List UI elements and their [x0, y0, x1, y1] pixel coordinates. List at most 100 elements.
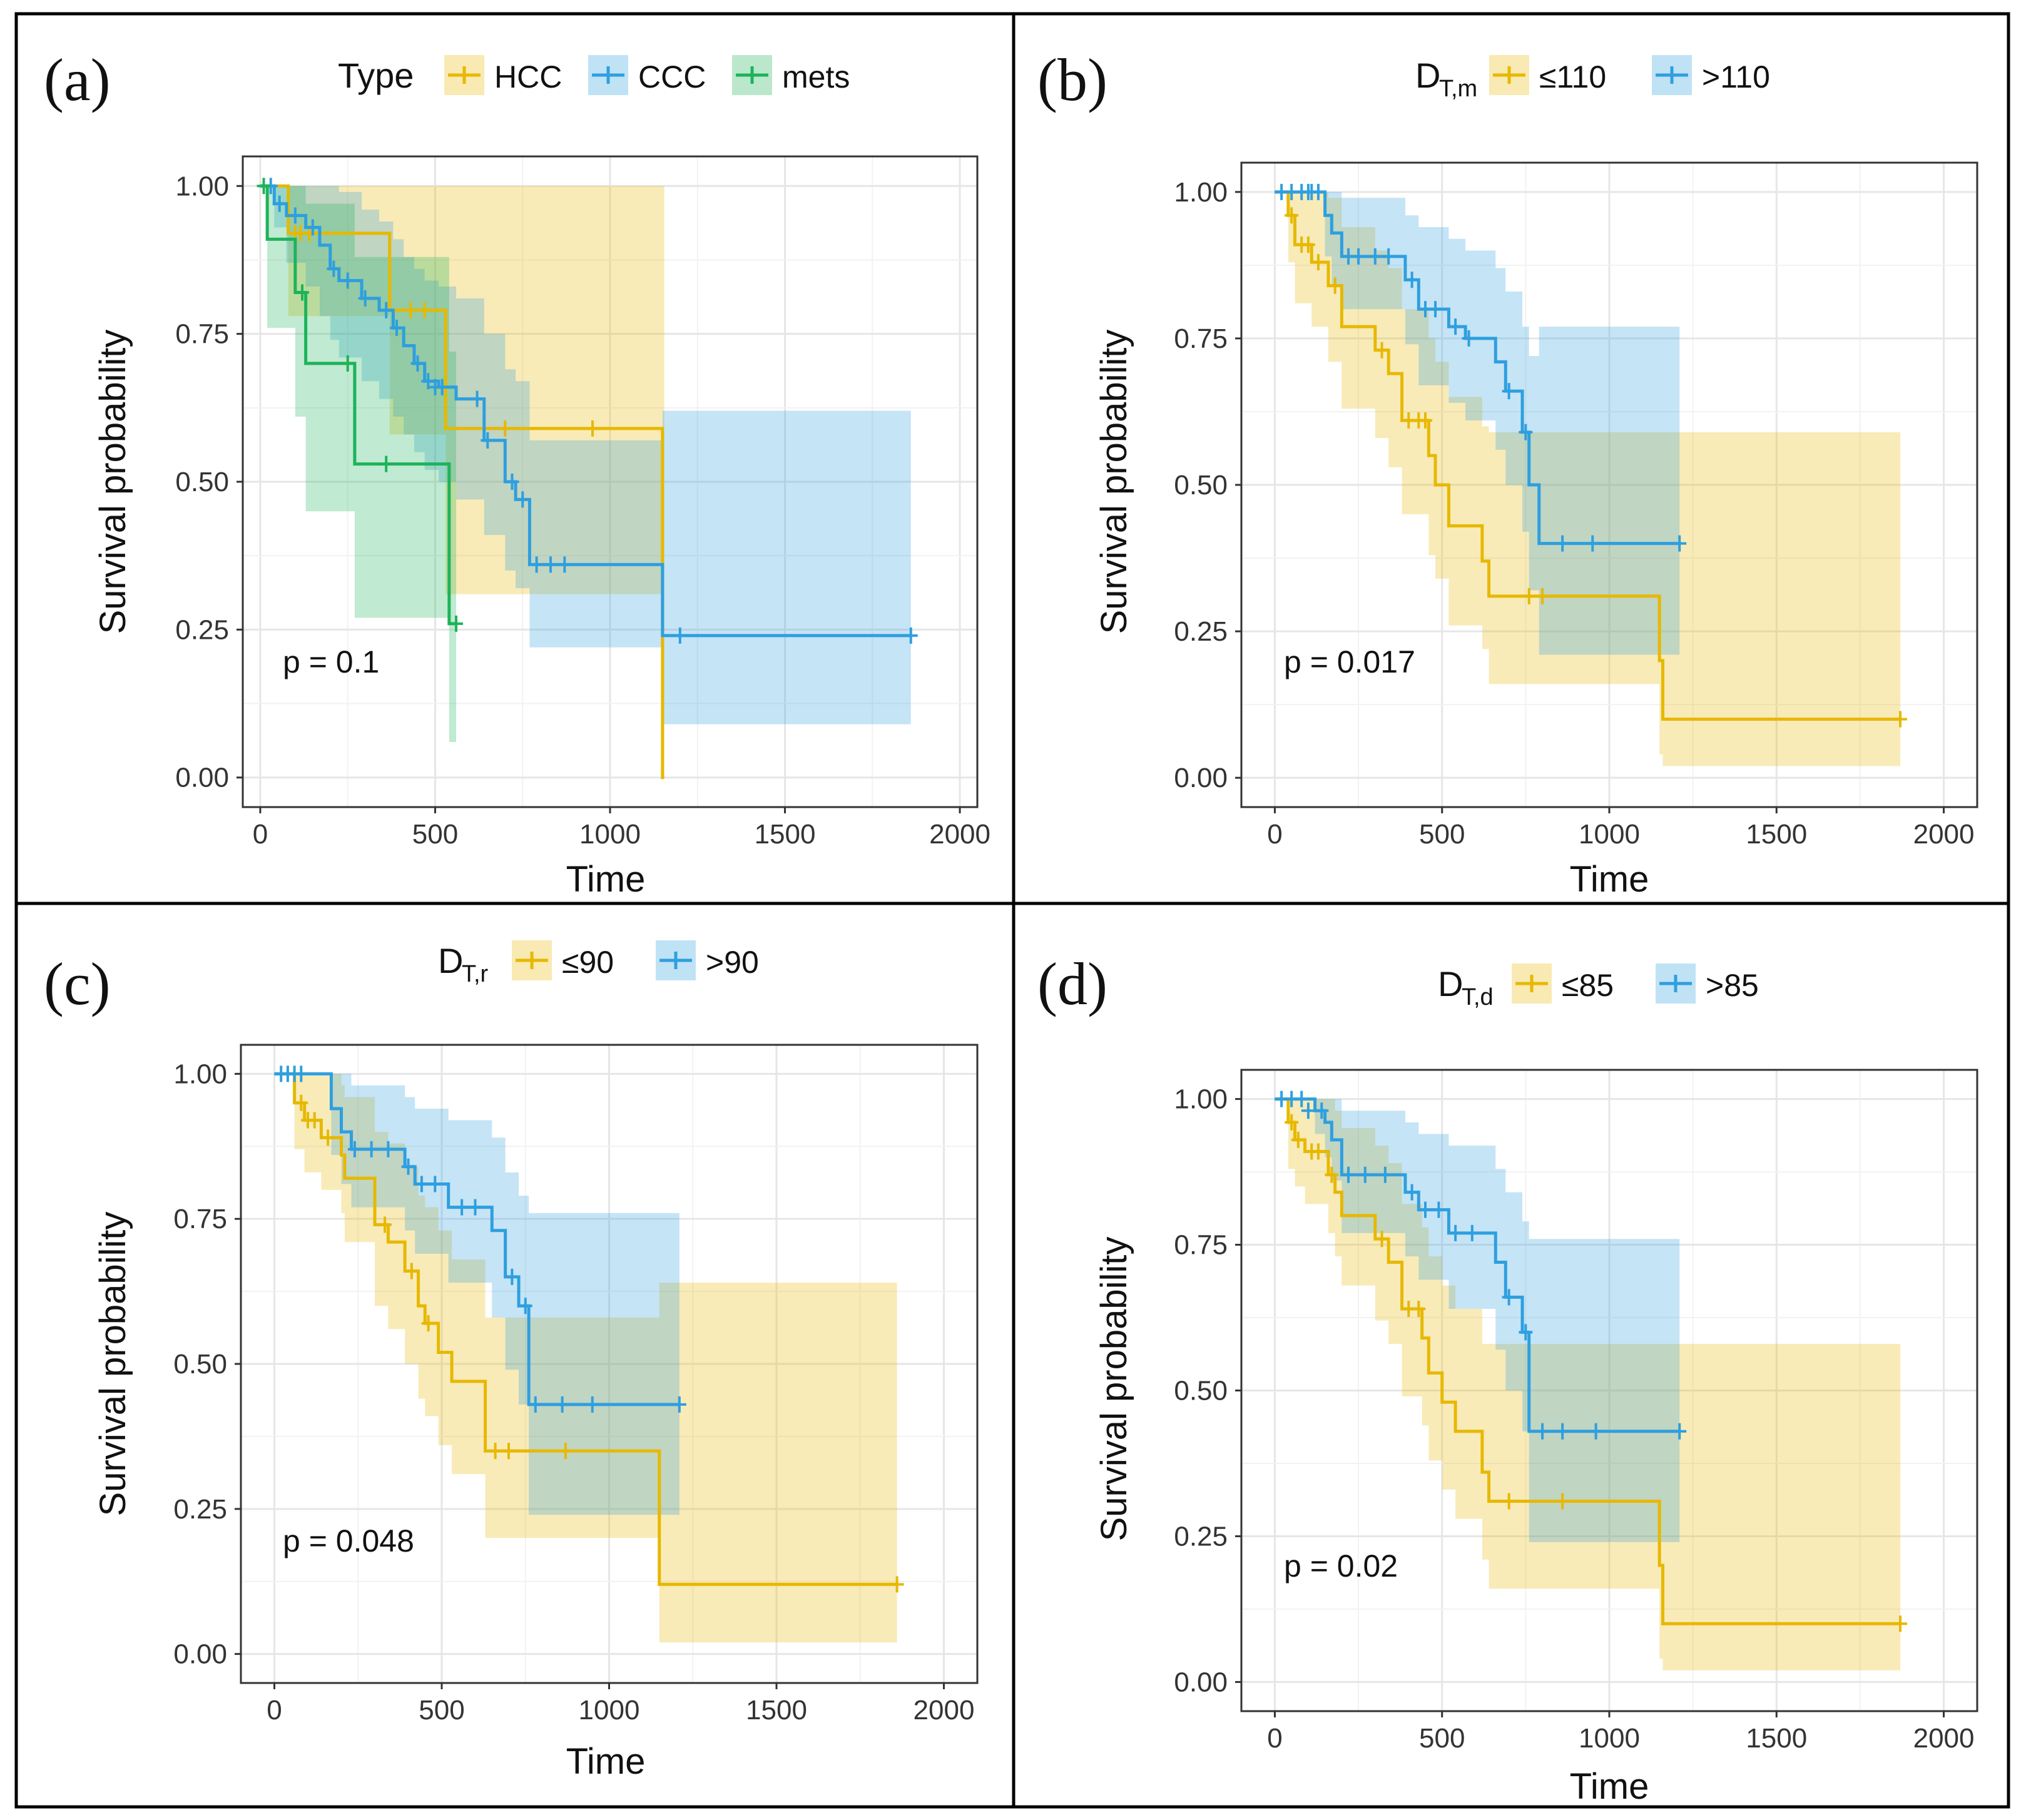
censor-mark [557, 556, 572, 573]
censor-mark [381, 1141, 395, 1157]
y-axis-label: Survival probability [1094, 330, 1134, 634]
x-tick-label: 500 [1419, 1723, 1465, 1754]
censor-mark [518, 1298, 532, 1314]
censor-mark [1555, 1493, 1570, 1510]
censor-mark [358, 290, 372, 307]
panel-a: (a) Type HCC CCC mets 0 500 1000 1500 2000 0.00 0.2… [44, 46, 990, 900]
legend-key [444, 55, 484, 95]
x-tick-label: 1500 [755, 819, 816, 850]
censor-mark [404, 302, 418, 318]
x-tick-label: 0 [1267, 819, 1282, 850]
panel-d: (d) DT,d ≤85 >85 0 500 1000 1500 2000 0.00 0.25 0.5… [1037, 950, 1978, 1807]
legend-title: D [438, 941, 463, 980]
gridlines [241, 1045, 977, 1683]
censor-mark [505, 1268, 519, 1285]
panel-label: (a) [44, 46, 111, 113]
y-tick-label: 0.75 [175, 319, 229, 350]
censor-mark [1375, 342, 1389, 358]
censor-mark [1301, 236, 1315, 253]
censor-mark [364, 1141, 379, 1157]
censor-mark [1311, 183, 1325, 200]
censor-mark [435, 379, 449, 395]
censor-mark [1405, 272, 1419, 288]
legend-title-subscript: T,r [462, 961, 489, 987]
legend-key [1512, 963, 1552, 1004]
x-axis-label: Time [1570, 859, 1649, 900]
censor-mark [558, 1443, 573, 1460]
censor-mark [1418, 1201, 1432, 1218]
y-axis-label: Survival probability [93, 1212, 133, 1517]
x-tick-label: 500 [412, 819, 458, 850]
censor-mark [1672, 1423, 1687, 1440]
x-tick-label: 2000 [914, 1695, 975, 1726]
censor-mark [340, 355, 355, 372]
y-tick-label: 0.00 [175, 763, 229, 793]
censor-mark [502, 1443, 516, 1460]
censor-mark [410, 355, 425, 372]
censor-mark [1586, 535, 1600, 552]
censor-mark [890, 1576, 904, 1593]
panels: (a) Type HCC CCC mets 0 500 1000 1500 2000 0.00 0.2… [44, 46, 1978, 1807]
x-axis-label: Time [566, 1741, 646, 1782]
panel-c: (c) DT,r ≤90 >90 0 500 1000 1500 2000 0.00 0.25 0.5… [44, 940, 979, 1782]
censor-mark [421, 373, 435, 390]
censor-mark [1285, 1114, 1299, 1131]
censor-mark [1301, 1102, 1315, 1119]
censor-mark [1893, 1615, 1908, 1632]
censor-mark [1285, 207, 1299, 224]
x-tick-label: 1000 [1579, 1723, 1640, 1754]
y-axis-label: Survival probability [93, 330, 133, 634]
censor-mark [257, 178, 271, 195]
censor-mark [1555, 1423, 1570, 1440]
censor-mark [529, 556, 544, 573]
censor-mark [1311, 1143, 1325, 1160]
legend-label: CCC [638, 59, 706, 94]
y-tick-label: 0.25 [175, 614, 229, 645]
legend-label: >90 [706, 945, 759, 980]
censor-mark [1311, 254, 1325, 271]
censor-mark [294, 1094, 308, 1111]
censor-mark [1295, 1090, 1309, 1107]
survival-curve-mets [260, 184, 457, 626]
censor-mark [421, 1315, 435, 1332]
panel-d-border [1012, 902, 2010, 1809]
censor-mark [1465, 1224, 1479, 1241]
ci-ribbon-CCC [260, 186, 911, 724]
legend-title-subscript: T,d [1462, 984, 1494, 1010]
censor-mark [404, 1263, 419, 1279]
censor-mark [505, 474, 519, 490]
censor-mark [340, 272, 355, 289]
legend-label: ≤110 [1539, 59, 1606, 94]
panel-label: (b) [1037, 46, 1107, 113]
panel-b: (b) DT,m ≤110 >110 0 500 1000 1500 2000 0.00 0.25 0… [1037, 46, 1978, 900]
censor-mark [1555, 535, 1570, 552]
censor-mark [414, 1176, 429, 1192]
censor-mark [1328, 277, 1342, 294]
ci-ribbon-HCC [260, 186, 664, 778]
censor-mark [1405, 1184, 1419, 1201]
y-tick-label: 0.50 [1174, 1376, 1228, 1406]
y-tick-label: 0.25 [173, 1494, 227, 1525]
censor-mark [1502, 1289, 1516, 1306]
censor-mark [378, 1216, 392, 1233]
censor-mark [1341, 1166, 1356, 1183]
censor-mark [586, 420, 600, 437]
censor-mark [428, 1176, 442, 1192]
censor-mark [288, 207, 302, 224]
censor-mark [1522, 587, 1536, 604]
censor-mark [1502, 1493, 1516, 1510]
x-tick-label: 1000 [579, 1695, 640, 1726]
censor-mark [1672, 535, 1687, 552]
y-tick-label: 0.75 [1174, 1230, 1228, 1261]
censor-mark [1378, 1166, 1392, 1183]
p-value-annotation: p = 0.1 [283, 644, 379, 679]
censor-mark [528, 1396, 542, 1413]
gridlines [1241, 163, 1977, 807]
censor-mark [1589, 1423, 1603, 1440]
x-tick-label: 1500 [1746, 1723, 1807, 1754]
censor-mark [1418, 412, 1432, 429]
censor-mark [401, 1158, 415, 1175]
censor-mark [379, 302, 394, 318]
legend-key [588, 55, 628, 95]
